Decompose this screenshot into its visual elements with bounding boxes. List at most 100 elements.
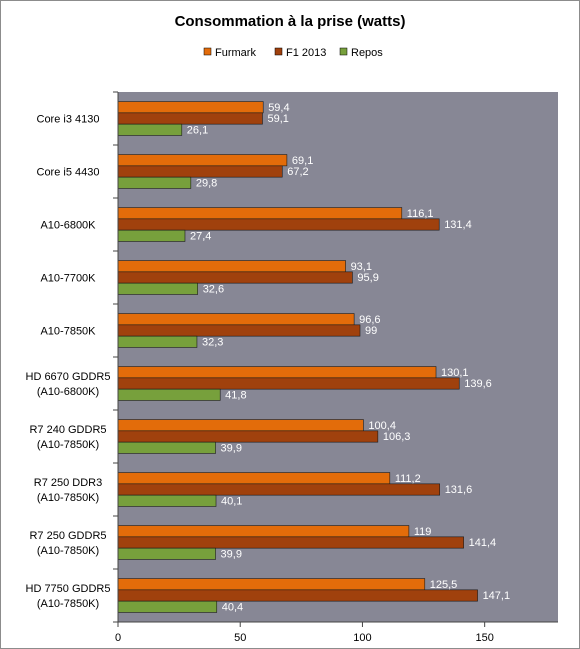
bar xyxy=(117,324,361,337)
bar xyxy=(117,229,186,242)
data-label: 116,1 xyxy=(407,208,434,220)
category-label-line: R7 250 GDDR5 xyxy=(29,530,106,542)
bar-group-8: 119 141,4 39,9 xyxy=(117,525,497,560)
category-label: R7 250 DDR3 (A10-7850K) xyxy=(34,477,102,504)
category-label-line: HD 6670 GDDR5 xyxy=(26,371,111,383)
data-label: 26,1 xyxy=(187,124,208,136)
bar-group-4: 96,699 32,3 xyxy=(117,313,381,348)
data-label: 69,1 xyxy=(292,155,313,167)
bar xyxy=(117,112,263,125)
data-label: 39,9 xyxy=(221,548,242,560)
bar xyxy=(117,472,391,485)
category-label-line: (A10-7850K) xyxy=(37,598,99,610)
legend-label: F1 2013 xyxy=(286,47,326,59)
x-tick-label: 0 xyxy=(115,632,121,644)
x-tick-label: 150 xyxy=(475,632,493,644)
data-label: 141,4 xyxy=(469,537,497,549)
category-label-line: Core i5 4430 xyxy=(37,167,100,179)
legend-swatch xyxy=(339,47,348,56)
bar xyxy=(117,101,264,114)
category-label-line: (A10-7850K) xyxy=(37,439,99,451)
category-label: A10-6800K xyxy=(40,220,96,232)
bar xyxy=(117,335,198,348)
legend-swatch xyxy=(203,47,212,56)
legend-label: Repos xyxy=(351,47,383,59)
data-label: 119 xyxy=(414,526,432,538)
legend-label: Furmark xyxy=(215,47,256,59)
category-label-line: HD 7750 GDDR5 xyxy=(26,583,111,595)
bar xyxy=(117,536,464,549)
category-label: Core i3 4130 xyxy=(37,114,100,126)
bar xyxy=(117,207,403,220)
category-label-line: R7 250 DDR3 xyxy=(34,477,102,489)
bar xyxy=(117,430,379,443)
bar xyxy=(117,494,217,507)
data-label: 67,2 xyxy=(287,166,308,178)
x-axis: 0 50 100 150 xyxy=(113,91,558,644)
legend-item-1: F1 2013 xyxy=(274,47,326,59)
bar xyxy=(117,589,478,602)
bar xyxy=(117,313,355,326)
data-label: 32,6 xyxy=(203,283,224,295)
category-label-line: (A10-6800K) xyxy=(37,386,99,398)
bar xyxy=(117,282,198,295)
category-label-line: (A10-7850K) xyxy=(37,545,99,557)
category-label-line: A10-7850K xyxy=(40,326,96,338)
bar xyxy=(117,154,288,167)
category-label-line: (A10-7850K) xyxy=(37,492,99,504)
data-label: 100,4 xyxy=(368,420,396,432)
category-label: Core i5 4430 xyxy=(37,167,100,179)
bar xyxy=(117,366,437,379)
bar xyxy=(117,271,353,284)
legend-item-0: Furmark xyxy=(203,47,256,59)
data-label: 32,3 xyxy=(202,336,223,348)
bar xyxy=(117,218,440,231)
category-label: HD 6670 GDDR5 (A10-6800K) xyxy=(26,371,111,398)
category-labels: Core i3 4130 Core i5 4430 A10-6800K A10-770… xyxy=(26,114,111,611)
data-label: 95,9 xyxy=(357,272,378,284)
bar xyxy=(117,578,426,591)
bar xyxy=(117,547,216,560)
x-tick-label: 50 xyxy=(234,632,246,644)
bar xyxy=(117,483,440,496)
data-label: 29,8 xyxy=(196,177,217,189)
bar xyxy=(117,176,192,189)
data-label: 139,6 xyxy=(464,378,492,390)
chart-title: Consommation à la prise (watts) xyxy=(175,13,406,30)
category-label-line: Core i3 4130 xyxy=(37,114,100,126)
category-label: HD 7750 GDDR5 (A10-7850K) xyxy=(26,583,111,610)
category-label: R7 240 GDDR5 (A10-7850K) xyxy=(29,424,106,451)
bar xyxy=(117,525,410,538)
bar xyxy=(117,419,364,432)
data-label: 131,4 xyxy=(444,219,472,231)
bar xyxy=(117,441,216,454)
category-label-line: A10-7700K xyxy=(40,273,96,285)
bar-group-2: 116,1 131,4 27,4 xyxy=(117,207,472,242)
data-label: 39,9 xyxy=(221,442,242,454)
category-label: A10-7850K xyxy=(40,326,96,338)
data-label: 40,4 xyxy=(222,601,243,613)
data-label: 147,1 xyxy=(483,590,511,602)
data-label: 99 xyxy=(365,325,377,337)
data-label: 96,6 xyxy=(359,314,380,326)
data-label: 131,6 xyxy=(445,484,473,496)
data-label: 111,2 xyxy=(395,473,421,485)
category-label-line: R7 240 GDDR5 xyxy=(29,424,106,436)
data-label: 106,3 xyxy=(383,431,411,443)
bar xyxy=(117,377,460,390)
bar xyxy=(117,388,221,401)
category-label: R7 250 GDDR5 (A10-7850K) xyxy=(29,530,106,557)
category-label-line: A10-6800K xyxy=(40,220,96,232)
category-label: A10-7700K xyxy=(40,273,96,285)
data-label: 125,5 xyxy=(430,579,458,591)
data-label: 59,4 xyxy=(268,102,289,114)
bar xyxy=(117,600,218,613)
data-label: 41,8 xyxy=(225,389,246,401)
bar xyxy=(117,123,183,136)
data-label: 40,1 xyxy=(221,495,242,507)
x-tick-label: 100 xyxy=(353,632,371,644)
data-label: 93,1 xyxy=(351,261,372,273)
bar xyxy=(117,165,283,178)
data-label: 130,1 xyxy=(441,367,469,379)
legend: Furmark F1 2013 Repos xyxy=(203,47,383,59)
